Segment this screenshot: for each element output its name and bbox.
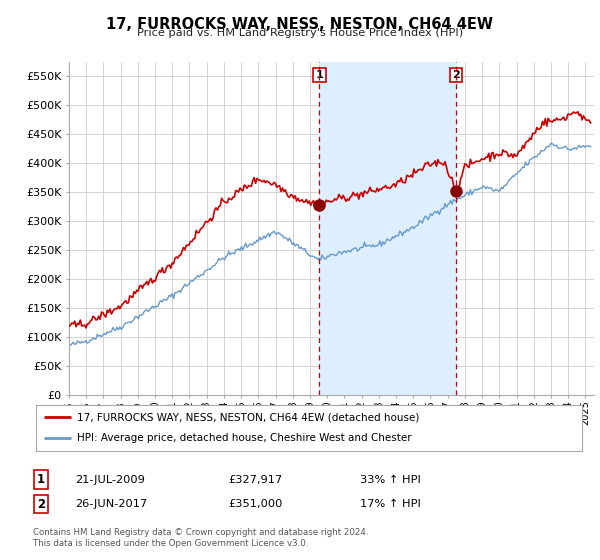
Text: Price paid vs. HM Land Registry's House Price Index (HPI): Price paid vs. HM Land Registry's House … bbox=[137, 28, 463, 38]
Text: £327,917: £327,917 bbox=[228, 475, 282, 485]
Text: 17, FURROCKS WAY, NESS, NESTON, CH64 4EW: 17, FURROCKS WAY, NESS, NESTON, CH64 4EW bbox=[107, 17, 493, 32]
Text: HPI: Average price, detached house, Cheshire West and Chester: HPI: Average price, detached house, Ches… bbox=[77, 433, 412, 444]
Text: 21-JUL-2009: 21-JUL-2009 bbox=[75, 475, 145, 485]
Text: Contains HM Land Registry data © Crown copyright and database right 2024.
This d: Contains HM Land Registry data © Crown c… bbox=[33, 528, 368, 548]
Text: 17% ↑ HPI: 17% ↑ HPI bbox=[360, 499, 421, 509]
Text: 1: 1 bbox=[37, 473, 45, 487]
Text: £351,000: £351,000 bbox=[228, 499, 283, 509]
Text: 2: 2 bbox=[452, 70, 460, 80]
Text: 2: 2 bbox=[37, 497, 45, 511]
Text: 17, FURROCKS WAY, NESS, NESTON, CH64 4EW (detached house): 17, FURROCKS WAY, NESS, NESTON, CH64 4EW… bbox=[77, 412, 419, 422]
Text: 1: 1 bbox=[316, 70, 323, 80]
Text: 26-JUN-2017: 26-JUN-2017 bbox=[75, 499, 147, 509]
Bar bbox=[319, 62, 456, 395]
Text: 33% ↑ HPI: 33% ↑ HPI bbox=[360, 475, 421, 485]
